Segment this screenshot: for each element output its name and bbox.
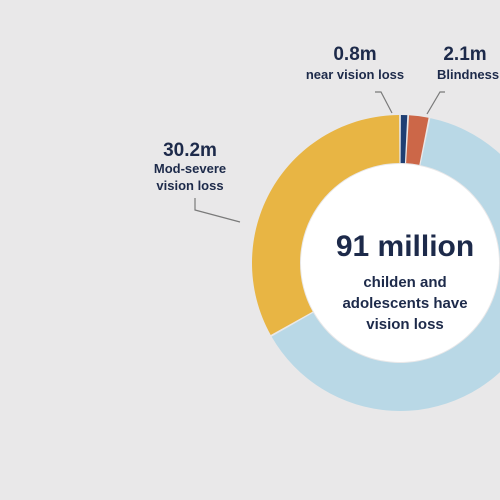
near-vision-segment — [400, 115, 408, 164]
donut-hole — [301, 164, 499, 362]
blindness-leader — [426, 91, 445, 115]
mod-severe-leader — [194, 198, 241, 223]
near-vision-label: near vision loss — [305, 67, 405, 82]
center-subtitle: childen and adolescents have vision loss — [342, 274, 468, 333]
center-total: 91 million — [335, 230, 475, 263]
mod-severe-label: Mod-severe vision loss — [153, 161, 227, 193]
blindness-value: 2.1m — [443, 44, 487, 65]
mod-severe-segment — [252, 115, 400, 336]
mod-severe-value: 30.2m — [163, 140, 217, 161]
blindness-segment — [406, 115, 429, 165]
other-segment — [271, 118, 500, 411]
near-vision-value: 0.8m — [333, 44, 377, 65]
blindness-label: Blindness — [437, 67, 500, 82]
near-vision-leader — [375, 91, 393, 114]
